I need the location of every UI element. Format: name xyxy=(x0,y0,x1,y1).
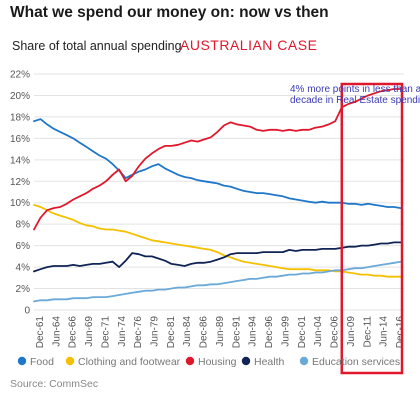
legend-swatch xyxy=(17,356,27,366)
x-tick-label: Dec-86 xyxy=(199,316,210,349)
series-line-clothing-and-footwear xyxy=(33,203,402,278)
x-tick-label: Dec-71 xyxy=(100,316,111,349)
x-tick-label: Dec-66 xyxy=(68,316,79,349)
x-tick-label: Dec-96 xyxy=(264,316,275,349)
annotation-text: 4% more points in less than a xyxy=(290,84,420,95)
x-tick-label: Dec-06 xyxy=(330,316,341,349)
legend-label: Health xyxy=(254,356,285,368)
legend-label: Housing xyxy=(198,356,237,368)
y-tick-label: 2% xyxy=(16,284,31,295)
chart-subtitle: Share of total annual spending xyxy=(12,39,182,53)
x-tick-label: Dec-11 xyxy=(362,316,373,348)
x-tick-label: Jun-99 xyxy=(280,316,291,347)
x-tick-label: Jun-14 xyxy=(379,316,390,347)
series-line-food xyxy=(33,118,402,210)
y-tick-label: 8% xyxy=(16,220,31,231)
y-tick-label: 12% xyxy=(10,177,30,188)
source-note: Source: CommSec xyxy=(10,378,99,390)
x-axis-ticks: Dec-61 Jun-64 Dec-66 Jun-69 Dec-71 Jun-74 Dec-… xyxy=(35,316,406,349)
y-tick-label: 10% xyxy=(10,198,30,209)
y-axis-ticks: 0 2% 4% 6% 8% 10% 12% 14% 16% 18% 20% 22% xyxy=(10,70,30,317)
x-tick-label: Dec-91 xyxy=(231,316,242,349)
series-lines xyxy=(33,88,402,303)
legend-swatch xyxy=(241,356,251,366)
x-tick-label: Jun-89 xyxy=(215,316,226,347)
legend-label: Clothing and footwear xyxy=(78,356,181,368)
y-tick-label: 4% xyxy=(16,263,31,274)
series-line-education-services xyxy=(33,260,402,303)
series-line-health xyxy=(33,241,402,273)
y-tick-label: 20% xyxy=(10,91,30,102)
y-tick-label: 6% xyxy=(16,241,31,252)
x-tick-label: Jun-09 xyxy=(346,316,357,347)
x-tick-label: Jun-94 xyxy=(248,316,259,347)
legend-label: Education services xyxy=(312,356,400,368)
case-label: AUSTRALIAN CASE xyxy=(180,37,318,53)
y-tick-label: 14% xyxy=(10,155,30,166)
x-tick-label: Jun-84 xyxy=(182,316,193,347)
highlight-box xyxy=(340,82,404,375)
y-tick-label: 0 xyxy=(24,306,30,317)
chart-title: What we spend our money on: now vs then xyxy=(10,4,329,21)
x-tick-label: Jun-79 xyxy=(149,316,160,347)
x-tick-label: Dec-01 xyxy=(297,316,308,349)
legend-swatch xyxy=(185,356,195,366)
x-tick-label: Dec-16 xyxy=(395,316,406,349)
x-tick-label: Jun-64 xyxy=(51,316,62,347)
legend-swatch xyxy=(299,356,309,366)
legend-swatch xyxy=(65,356,75,366)
y-tick-label: 18% xyxy=(10,112,30,123)
x-tick-label: Dec-81 xyxy=(166,316,177,349)
x-tick-label: Jun-04 xyxy=(313,316,324,347)
y-tick-label: 16% xyxy=(10,134,30,145)
x-tick-label: Dec-61 xyxy=(35,316,46,349)
legend: Food Clothing and footwear Housing Health Ed… xyxy=(17,356,400,368)
series-line-housing xyxy=(33,88,402,231)
x-tick-label: Dec-76 xyxy=(133,316,144,349)
x-tick-label: Jun-74 xyxy=(117,316,128,347)
x-tick-label: Jun-69 xyxy=(84,316,95,347)
legend-label: Food xyxy=(30,356,54,368)
y-tick-label: 22% xyxy=(10,70,30,81)
annotation-text: decade in Real Estate spending xyxy=(290,95,420,106)
